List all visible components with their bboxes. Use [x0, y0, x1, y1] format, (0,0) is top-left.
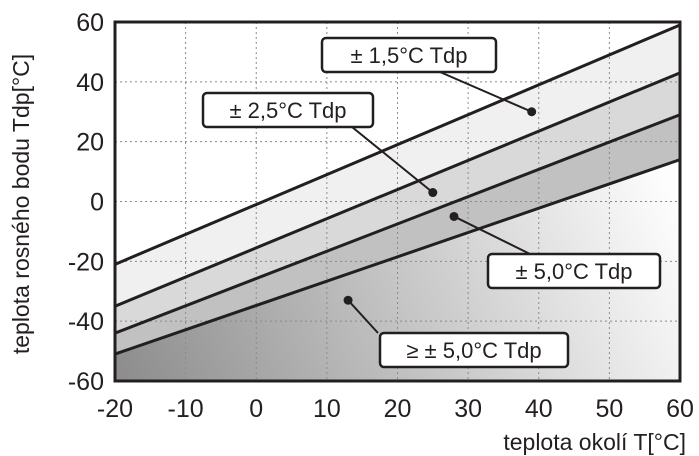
y-tick-label: 0: [90, 189, 104, 217]
annotation-dot: [343, 295, 353, 305]
boundary-lines: [114, 23, 681, 356]
annotation-box: [486, 252, 662, 290]
annotation-box: [378, 331, 570, 369]
boundary-line-4: [114, 158, 681, 356]
x-tick-label: 60: [666, 395, 694, 423]
y-tick-label: 20: [76, 129, 104, 157]
annotations: ± 1,5°C Tdp ± 2,5°C Tdp ± 5,0°C Tdp ≥ ± 5,0…: [201, 36, 662, 369]
x-tick-label: 50: [595, 395, 623, 423]
x-tick-label: 10: [313, 395, 341, 423]
accuracy-band-4: [115, 159, 680, 381]
y-axis-ticks: 60 40 20 0 -20 -40 -60: [68, 9, 104, 396]
annotation-dot: [527, 107, 537, 117]
y-tick-label: -60: [68, 368, 104, 396]
x-tick-label: -20: [97, 395, 133, 423]
annotation-box: [201, 91, 375, 129]
x-tick-label: 30: [454, 395, 482, 423]
annotation-leader: [351, 126, 434, 194]
annotation-2: ± 2,5°C Tdp: [201, 91, 438, 198]
x-axis-ticks: -20 -10 0 10 20 30 40 50 60: [97, 395, 694, 423]
accuracy-band-1: [115, 24, 680, 307]
y-axis-label: teplota rosného bodu Tdp[°C]: [8, 54, 34, 354]
annotation-label: ± 5,0°C Tdp: [515, 259, 632, 284]
x-tick-label: 20: [384, 395, 412, 423]
accuracy-band-3: [115, 114, 680, 355]
plot-frame: [113, 20, 682, 383]
boundary-line-3: [114, 113, 681, 335]
boundary-line-1: [114, 23, 681, 266]
annotation-dot: [449, 211, 459, 221]
annotation-leader: [453, 215, 531, 255]
annotation-4: ≥ ± 5,0°C Tdp: [343, 295, 570, 369]
annotation-label: ± 1,5°C Tdp: [350, 43, 467, 68]
annotation-label: ≥ ± 5,0°C Tdp: [406, 338, 541, 363]
boundary-line-2: [114, 71, 681, 308]
annotation-label: ± 2,5°C Tdp: [229, 98, 346, 123]
y-tick-label: -20: [68, 248, 104, 276]
x-tick-label: 0: [249, 395, 263, 423]
annotation-1: ± 1,5°C Tdp: [320, 36, 537, 117]
annotation-3: ± 5,0°C Tdp: [449, 211, 662, 290]
y-tick-label: -40: [68, 308, 104, 336]
annotation-leader: [439, 71, 533, 113]
x-axis-label: teplota okolí T[°C]: [503, 429, 686, 455]
annotation-box: [320, 36, 498, 74]
annotation-leader: [347, 299, 379, 334]
y-tick-label: 40: [76, 69, 104, 97]
x-tick-label: 40: [525, 395, 553, 423]
y-tick-label: 60: [76, 9, 104, 37]
annotation-dot: [428, 188, 438, 198]
x-tick-label: -10: [168, 395, 204, 423]
